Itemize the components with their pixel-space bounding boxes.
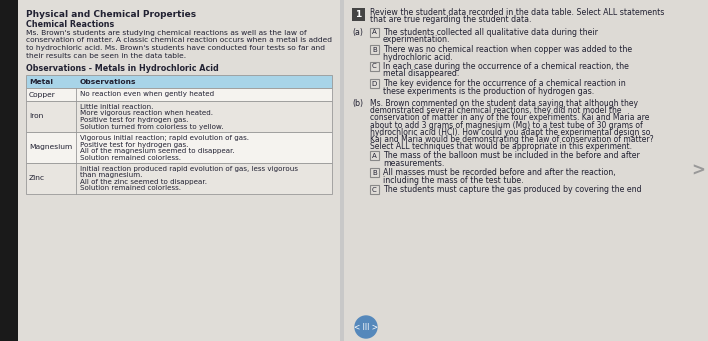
Text: conservation of matter. A classic chemical reaction occurs when a metal is added: conservation of matter. A classic chemic… xyxy=(26,38,332,44)
Text: 1: 1 xyxy=(355,10,362,19)
Text: No reaction even when gently heated: No reaction even when gently heated xyxy=(80,91,214,97)
Text: In each case during the occurrence of a chemical reaction, the: In each case during the occurrence of a … xyxy=(383,62,629,71)
Text: Observations - Metals in Hydrochloric Acid: Observations - Metals in Hydrochloric Ac… xyxy=(26,64,219,73)
Text: A: A xyxy=(372,153,377,159)
FancyBboxPatch shape xyxy=(370,168,379,177)
FancyBboxPatch shape xyxy=(370,28,379,37)
FancyBboxPatch shape xyxy=(26,75,332,88)
Text: The mass of the balloon must be included in the before and after: The mass of the balloon must be included… xyxy=(383,151,640,160)
Text: Vigorous initial reaction; rapid evolution of gas.: Vigorous initial reaction; rapid evoluti… xyxy=(80,135,249,141)
Text: about to add 3 grams of magnesium (Mg) to a test tube of 30 grams of: about to add 3 grams of magnesium (Mg) t… xyxy=(370,121,643,130)
Text: Ms. Brown commented on the student data saying that although they: Ms. Brown commented on the student data … xyxy=(370,99,638,108)
Text: The key evidence for the occurrence of a chemical reaction in: The key evidence for the occurrence of a… xyxy=(383,79,626,88)
Text: Solution remained colorless.: Solution remained colorless. xyxy=(80,186,181,192)
Text: Little initial reaction.: Little initial reaction. xyxy=(80,104,154,110)
Text: The students collected all qualitative data during their: The students collected all qualitative d… xyxy=(383,28,598,37)
Text: Ms. Brown's students are studying chemical reactions as well as the law of: Ms. Brown's students are studying chemic… xyxy=(26,30,307,36)
Text: B: B xyxy=(372,46,377,53)
Text: All masses must be recorded before and after the reaction,: All masses must be recorded before and a… xyxy=(383,168,616,177)
Text: hydrochloric acid (HCl). How could you adapt the experimental design so: hydrochloric acid (HCl). How could you a… xyxy=(370,128,651,137)
Circle shape xyxy=(355,316,377,338)
Text: There was no chemical reaction when copper was added to the: There was no chemical reaction when copp… xyxy=(383,45,632,54)
Text: Iron: Iron xyxy=(29,114,43,119)
Text: measurements.: measurements. xyxy=(383,159,445,168)
Text: C: C xyxy=(372,63,377,70)
Text: (a): (a) xyxy=(352,28,363,37)
Text: Zinc: Zinc xyxy=(29,176,45,181)
FancyBboxPatch shape xyxy=(370,151,379,160)
Text: Physical and Chemical Properties: Physical and Chemical Properties xyxy=(26,10,196,19)
Text: Review the student data recorded in the data table. Select ALL statements: Review the student data recorded in the … xyxy=(370,8,664,17)
Text: Solution turned from colorless to yellow.: Solution turned from colorless to yellow… xyxy=(80,123,224,130)
Text: Select ALL techniques that would be appropriate in this experiment.: Select ALL techniques that would be appr… xyxy=(370,142,632,151)
FancyBboxPatch shape xyxy=(344,0,708,341)
Text: that are true regarding the student data.: that are true regarding the student data… xyxy=(370,15,532,25)
Text: The students must capture the gas produced by covering the end: The students must capture the gas produc… xyxy=(383,186,641,194)
Text: experimentation.: experimentation. xyxy=(383,35,450,44)
FancyBboxPatch shape xyxy=(0,0,18,341)
Text: Initial reaction produced rapid evolution of gas, less vigorous: Initial reaction produced rapid evolutio… xyxy=(80,166,298,172)
FancyBboxPatch shape xyxy=(352,8,365,21)
FancyBboxPatch shape xyxy=(18,0,340,341)
Text: their results can be seen in the data table.: their results can be seen in the data ta… xyxy=(26,53,186,59)
Text: (b): (b) xyxy=(352,99,363,108)
FancyBboxPatch shape xyxy=(370,62,379,71)
FancyBboxPatch shape xyxy=(26,163,332,194)
Text: Copper: Copper xyxy=(29,91,56,98)
Text: metal disappeared.: metal disappeared. xyxy=(383,70,459,78)
FancyBboxPatch shape xyxy=(370,186,379,194)
Text: A: A xyxy=(372,30,377,35)
Text: All of the magnesium seemed to disappear.: All of the magnesium seemed to disappear… xyxy=(80,148,235,154)
Text: Magnesium: Magnesium xyxy=(29,145,72,150)
Text: Observations: Observations xyxy=(80,78,137,85)
Text: Metal: Metal xyxy=(29,78,53,85)
FancyBboxPatch shape xyxy=(26,101,332,132)
Text: conservation of matter in any of the four experiments. Kai and Maria are: conservation of matter in any of the fou… xyxy=(370,114,649,122)
Text: hydrochloric acid.: hydrochloric acid. xyxy=(383,53,453,61)
Text: these experiments is the production of hydrogen gas.: these experiments is the production of h… xyxy=(383,87,594,95)
Text: Chemical Reactions: Chemical Reactions xyxy=(26,20,114,29)
Text: More vigorous reaction when heated.: More vigorous reaction when heated. xyxy=(80,110,213,117)
Text: Solution remained colorless.: Solution remained colorless. xyxy=(80,154,181,161)
Text: demonstrated several chemical reactions, they did not model the: demonstrated several chemical reactions,… xyxy=(370,106,622,115)
Text: Kai and Maria would be demonstrating the law of conservation of matter?: Kai and Maria would be demonstrating the… xyxy=(370,135,653,144)
Text: < III >: < III > xyxy=(354,323,378,331)
Text: Positive test for hydrogen gas.: Positive test for hydrogen gas. xyxy=(80,117,188,123)
Text: Positive test for hydrogen gas.: Positive test for hydrogen gas. xyxy=(80,142,188,148)
Text: including the mass of the test tube.: including the mass of the test tube. xyxy=(383,176,524,185)
Text: All of the zinc seemed to disappear.: All of the zinc seemed to disappear. xyxy=(80,179,207,185)
Text: C: C xyxy=(372,187,377,193)
FancyBboxPatch shape xyxy=(370,79,379,88)
Text: D: D xyxy=(372,80,377,87)
Text: to hydrochloric acid. Ms. Brown's students have conducted four tests so far and: to hydrochloric acid. Ms. Brown's studen… xyxy=(26,45,325,51)
Text: than magnesium.: than magnesium. xyxy=(80,173,142,178)
FancyBboxPatch shape xyxy=(26,88,332,101)
Text: >: > xyxy=(691,162,705,179)
FancyBboxPatch shape xyxy=(26,132,332,163)
FancyBboxPatch shape xyxy=(370,45,379,54)
Text: B: B xyxy=(372,170,377,176)
